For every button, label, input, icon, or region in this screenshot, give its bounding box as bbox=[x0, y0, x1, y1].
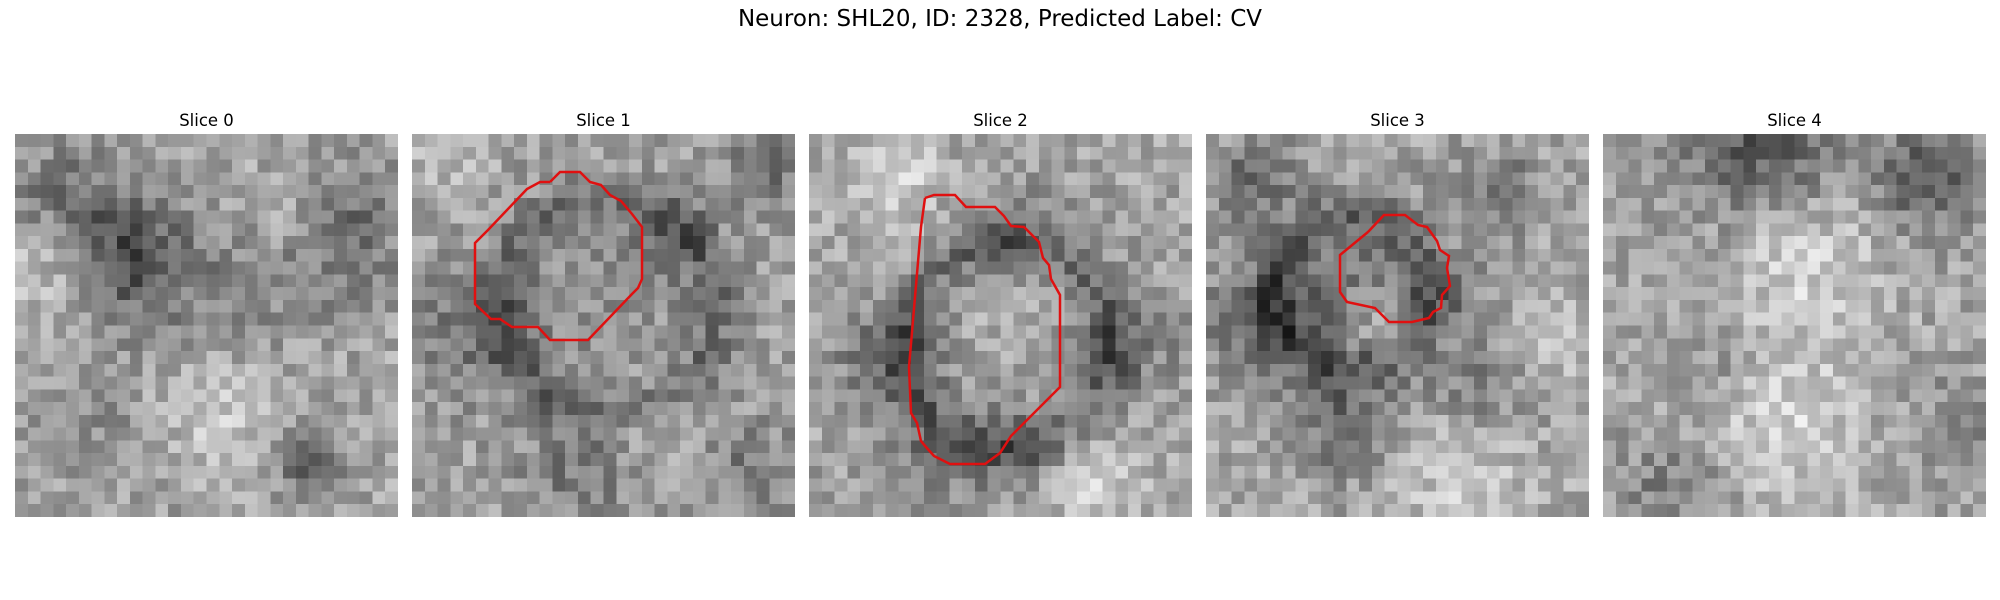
segmentation-outline bbox=[1338, 213, 1452, 324]
slice-image bbox=[1603, 134, 1986, 517]
slice-image bbox=[1206, 134, 1589, 517]
slice-title: Slice 2 bbox=[973, 111, 1028, 130]
slice-title: Slice 4 bbox=[1767, 111, 1822, 130]
grayscale-slice-image bbox=[15, 134, 398, 517]
slice-title: Slice 0 bbox=[179, 111, 234, 130]
slice-image bbox=[809, 134, 1192, 517]
grayscale-slice-image bbox=[1206, 134, 1589, 517]
figure-title: Neuron: SHL20, ID: 2328, Predicted Label… bbox=[737, 6, 1263, 32]
segmentation-outline bbox=[473, 170, 644, 342]
grayscale-slice-image bbox=[1603, 134, 1986, 517]
slice-panel-2: Slice 2 bbox=[809, 110, 1192, 517]
segmentation-outline bbox=[907, 193, 1062, 466]
slice-panel-4: Slice 4 bbox=[1603, 110, 1986, 517]
slice-title: Slice 1 bbox=[576, 111, 631, 130]
slice-panel-0: Slice 0 bbox=[15, 110, 398, 517]
contour-overlay bbox=[1338, 213, 1452, 324]
contour-overlay bbox=[907, 193, 1062, 466]
contour-overlay bbox=[473, 170, 644, 342]
slice-panel-1: Slice 1 bbox=[412, 110, 795, 517]
slice-title: Slice 3 bbox=[1370, 111, 1425, 130]
slice-image bbox=[15, 134, 398, 517]
slice-panel-3: Slice 3 bbox=[1206, 110, 1589, 517]
slice-image bbox=[412, 134, 795, 517]
